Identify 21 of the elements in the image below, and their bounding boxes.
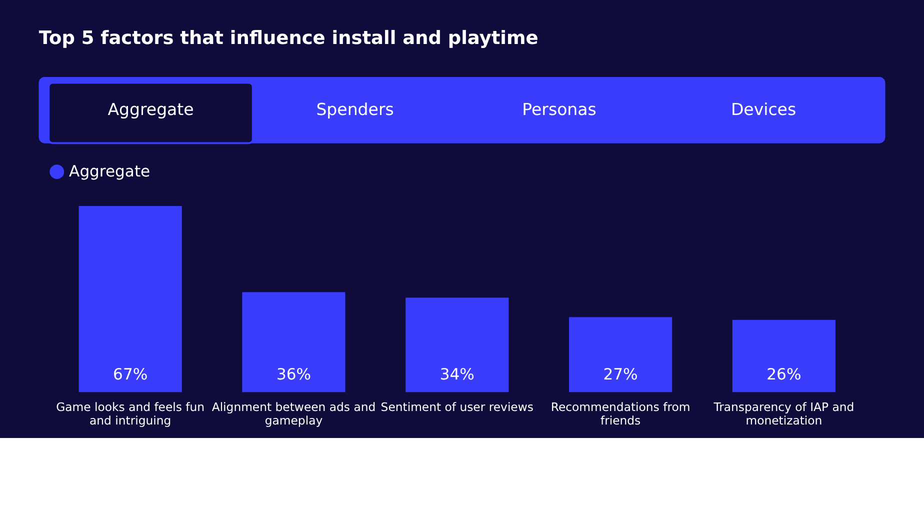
data-label: 36% — [276, 365, 312, 384]
legend-label: Aggregate — [69, 162, 150, 181]
text: Personas — [522, 100, 596, 119]
text: Devices — [730, 100, 796, 119]
x-tick-label: Game looks and feels fun and intriguing — [56, 400, 205, 428]
x-tick-label: Sentiment of user reviews — [380, 400, 534, 414]
x-tick-label: Transparency of IAP and monetization — [712, 400, 854, 428]
chart-title: Top 5 factors that influence install and playtime — [38, 28, 538, 49]
x-tick-label: Alignment between ads and gameplay — [212, 400, 376, 428]
bar — [78, 206, 182, 392]
data-label: 67% — [113, 365, 148, 384]
data-label: 26% — [766, 365, 802, 384]
data-label: 27% — [603, 365, 638, 384]
bar — [732, 320, 836, 392]
bar — [568, 317, 672, 392]
bar — [242, 292, 346, 392]
x-tick-label: Recommendations from friends — [550, 400, 690, 428]
bar — [406, 298, 509, 392]
text: Spenders — [316, 100, 394, 119]
data-label: 34% — [440, 365, 474, 384]
text: Aggregate — [108, 100, 194, 119]
